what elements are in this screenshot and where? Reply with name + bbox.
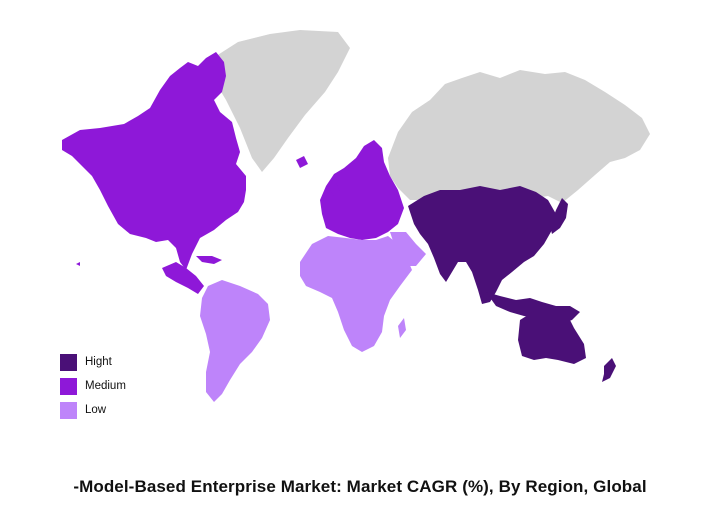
legend-label-high: Hight [85, 356, 112, 368]
region-europe [296, 140, 404, 240]
legend-swatch-low [60, 401, 77, 419]
region-middle-east-africa [300, 232, 426, 352]
legend-item-medium: Medium [60, 374, 126, 398]
world-map [62, 30, 650, 402]
legend-item-low: Low [60, 398, 126, 422]
map-legend: Hight Medium Low [60, 350, 126, 422]
legend-label-medium: Medium [85, 380, 126, 392]
region-asia-pacific [408, 186, 616, 382]
world-map-svg [62, 30, 650, 402]
region-south-america [200, 280, 270, 402]
region-greenland [213, 30, 350, 172]
legend-label-low: Low [85, 404, 107, 416]
region-north-america [62, 52, 246, 294]
legend-swatch-high [60, 353, 77, 371]
legend-swatch-medium [60, 377, 77, 395]
map-title: -Model-Based Enterprise Market: Market C… [73, 477, 647, 496]
legend-item-high: Hight [60, 350, 126, 374]
